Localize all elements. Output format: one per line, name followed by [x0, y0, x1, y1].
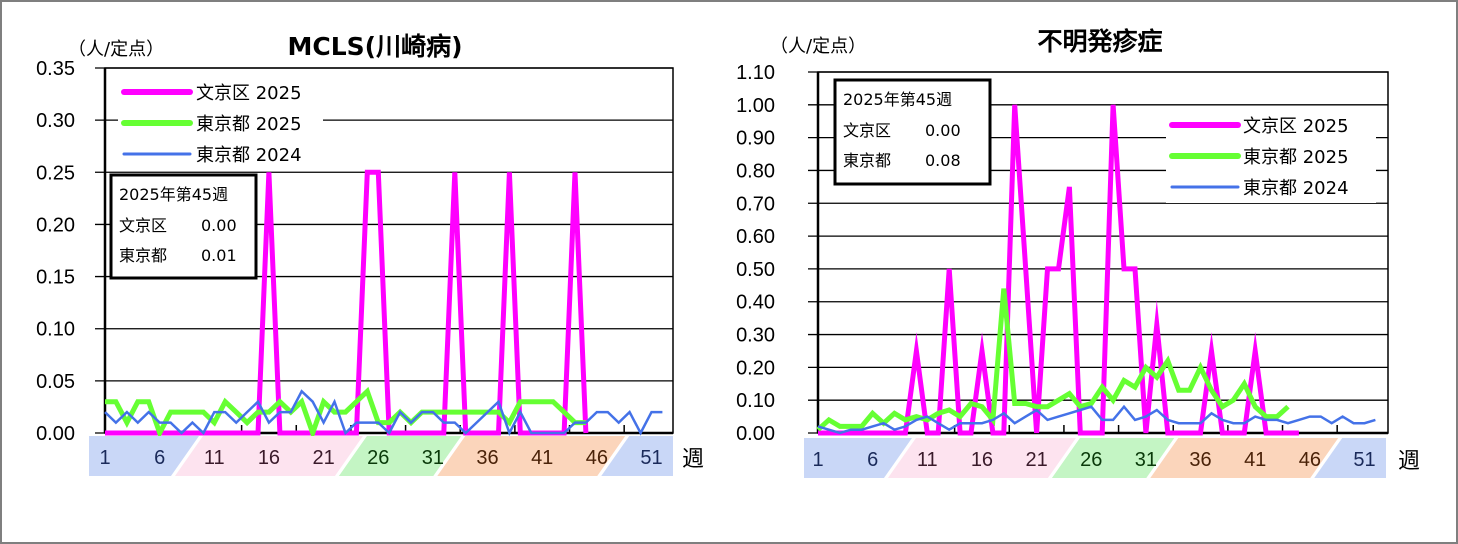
y-tick-label: 1.10 [736, 62, 775, 84]
x-tick-label: 11 [204, 447, 225, 469]
series-line-2 [104, 389, 663, 437]
x-tick-label: 6 [154, 447, 165, 469]
x-tick-label: 31 [422, 447, 444, 469]
week-band-0 [804, 438, 912, 478]
legend-label: 文京区 2025 [196, 83, 302, 104]
box-tokyo-value: 0.01 [201, 246, 237, 265]
y-tick-label: 0.20 [36, 214, 75, 236]
x-axis-unit: 週 [1398, 449, 1420, 474]
legend-label: 東京都 2025 [196, 114, 302, 135]
week-band-2 [1051, 438, 1175, 478]
week-band-4 [601, 436, 673, 476]
x-tick-label: 1 [99, 447, 110, 469]
x-tick-label: 11 [917, 449, 938, 471]
chart-rash: 不明発疹症 （人/定点） 0.00 0.10 0.20 0.30 0.40 0.50 0.60 0… [736, 27, 1420, 478]
x-tick-label: 36 [476, 447, 498, 469]
x-tick-label: 51 [1353, 449, 1375, 471]
legend-label: 東京都 2025 [1243, 147, 1349, 168]
week-band-3 [437, 436, 626, 476]
box-week-label: 2025年第45週 [843, 90, 952, 109]
week-band-2 [338, 436, 462, 476]
week-band-axis: 1 6 11 16 21 26 31 36 41 46 51 [89, 436, 673, 476]
x-tick-label: 26 [1080, 449, 1102, 471]
x-tick-label: 51 [640, 447, 662, 469]
y-tick-label: 0.80 [736, 160, 775, 182]
x-tick-label: 1 [812, 449, 823, 471]
legend: 文京区 2025 東京都 2025 東京都 2024 [1166, 107, 1376, 203]
x-tick-label: 46 [586, 447, 608, 469]
y-tick-label: 0.00 [36, 423, 75, 445]
y-tick-label: 0.15 [36, 267, 75, 289]
y-tick-label: 0.20 [736, 357, 775, 379]
x-tick-label: 16 [971, 449, 993, 471]
y-tick-label: 0.25 [36, 162, 75, 184]
week-band-0 [89, 436, 199, 476]
week-band-1 [887, 438, 1076, 478]
x-tick-label: 31 [1135, 449, 1157, 471]
y-tick-label: 0.50 [736, 259, 775, 281]
y-tick-label: 0.70 [736, 193, 775, 215]
week-band-4 [1314, 438, 1386, 478]
x-tick-label: 36 [1189, 449, 1211, 471]
week-band-3 [1150, 438, 1339, 478]
box-bunkyo-value: 0.00 [925, 121, 961, 140]
legend: 文京区 2025 東京都 2025 東京都 2024 [118, 76, 323, 168]
y-tick-label: 0.60 [736, 226, 775, 248]
x-tick-label: 46 [1299, 449, 1321, 471]
y-tick-label: 0.10 [736, 390, 775, 412]
y-tick-label: 0.05 [36, 371, 75, 393]
box-week-label: 2025年第45週 [119, 185, 228, 204]
box-tokyo-label: 東京都 [843, 151, 891, 170]
chart-title: 不明発疹症 [1037, 27, 1162, 56]
y-tick-label: 0.40 [736, 292, 775, 314]
y-unit-label: （人/定点） [770, 36, 866, 57]
series-line-1 [816, 288, 1290, 432]
x-tick-label: 41 [531, 447, 553, 469]
y-tick-label: 0.30 [736, 325, 775, 347]
series-line-2 [817, 404, 1376, 435]
x-tick-label: 16 [258, 447, 280, 469]
x-tick-label: 21 [312, 447, 334, 469]
x-tick-label: 21 [1025, 449, 1047, 471]
box-bunkyo-label: 文京区 [843, 121, 891, 140]
box-tokyo-label: 東京都 [119, 246, 167, 265]
box-tokyo-value: 0.08 [925, 151, 961, 170]
y-tick-label: 1.00 [736, 95, 775, 117]
x-tick-label: 26 [367, 447, 389, 469]
week-band-axis: 1 6 11 16 21 26 31 36 41 46 51 [804, 438, 1386, 478]
y-unit-label: （人/定点） [68, 39, 164, 60]
x-axis-unit: 週 [682, 447, 704, 472]
chart-mcls: MCLS(川崎病) （人/定点） 0.00 0.05 0.10 0.15 0.20 0.25 0… [36, 32, 704, 476]
x-tick-label: 41 [1244, 449, 1266, 471]
legend-label: 文京区 2025 [1243, 116, 1349, 137]
y-tick-label: 0.90 [736, 128, 775, 150]
y-tick-label: 0.30 [36, 110, 75, 132]
y-tick-label: 0.35 [36, 58, 75, 80]
box-bunkyo-value: 0.00 [201, 216, 237, 235]
box-bunkyo-label: 文京区 [119, 216, 167, 235]
chart-title: MCLS(川崎病) [287, 32, 462, 61]
y-tick-label: 0.00 [736, 423, 775, 445]
legend-label: 東京都 2024 [1243, 178, 1349, 199]
y-tick-label: 0.10 [36, 319, 75, 341]
x-tick-label: 6 [867, 449, 878, 471]
week-band-1 [174, 436, 363, 476]
legend-label: 東京都 2024 [196, 145, 302, 166]
